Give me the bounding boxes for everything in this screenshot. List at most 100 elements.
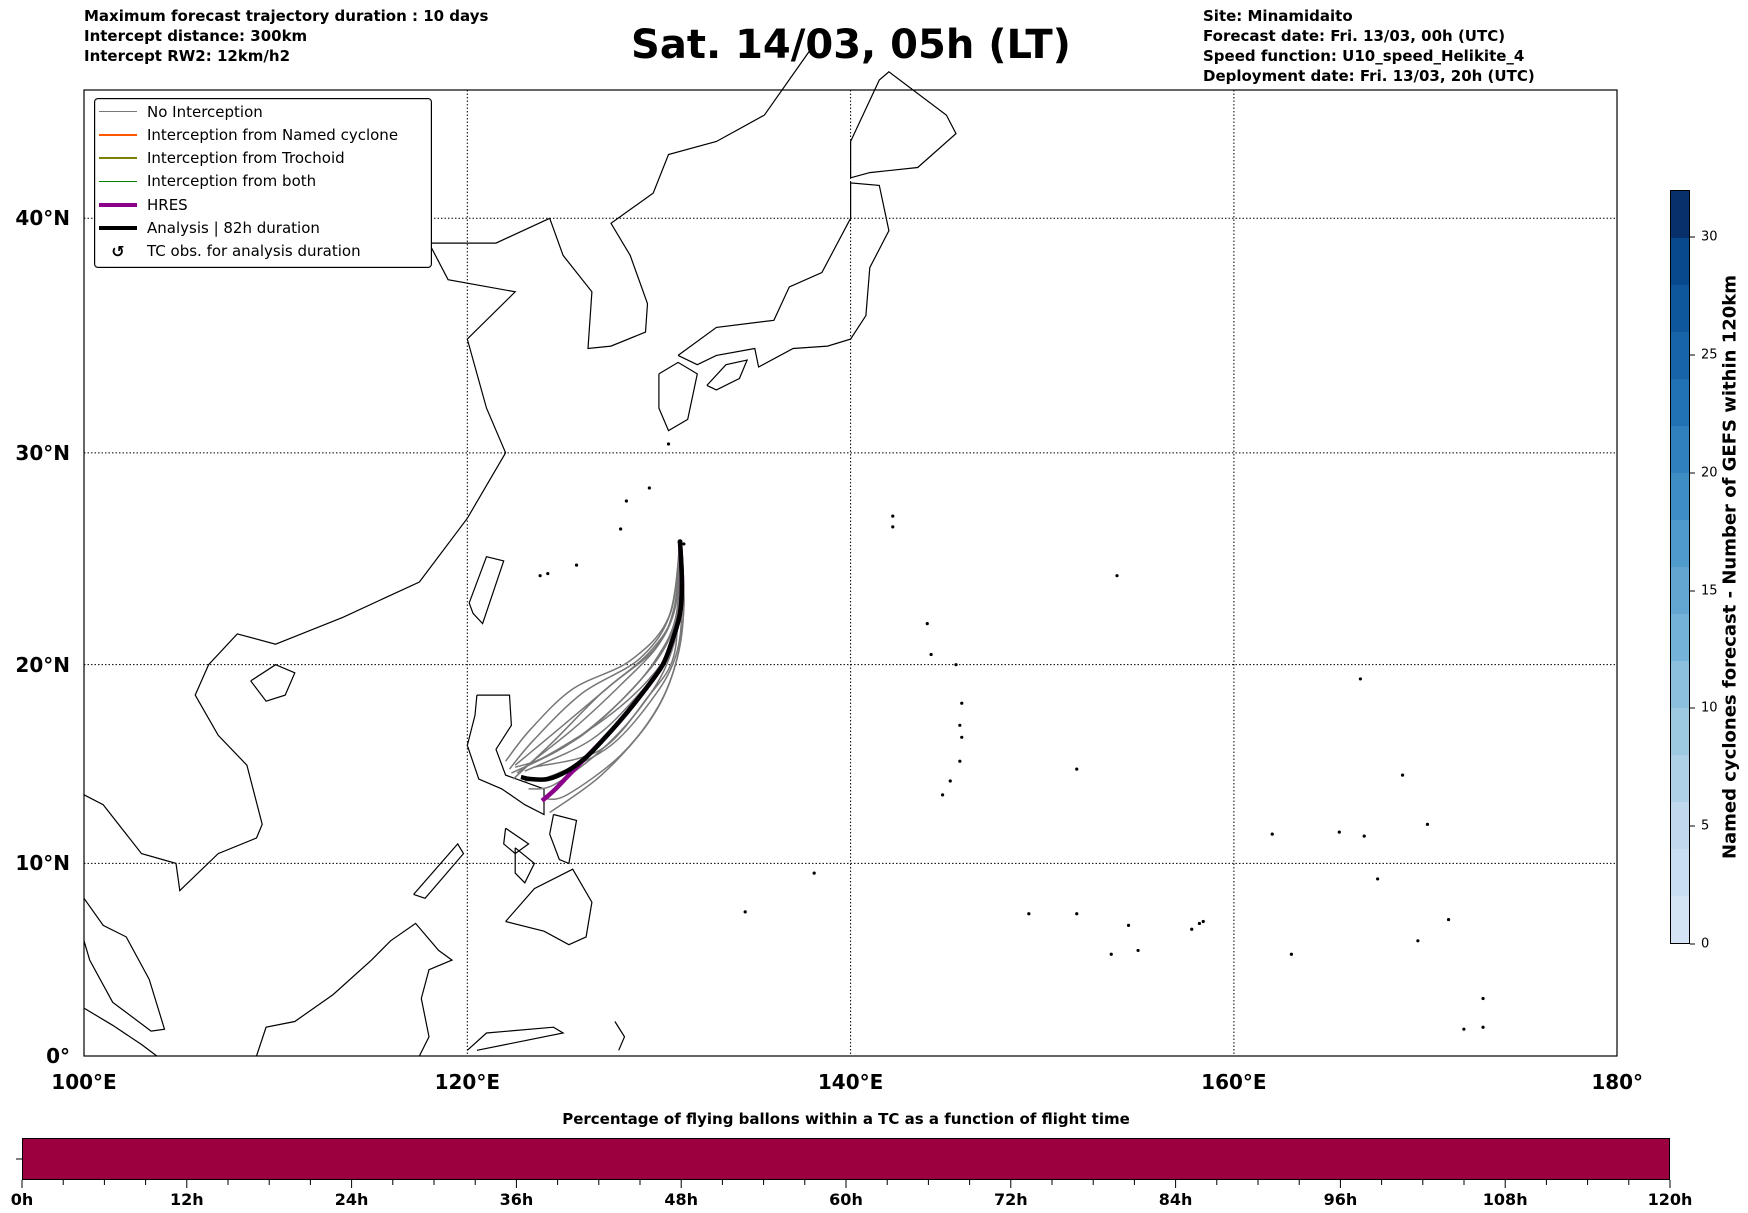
coastline bbox=[549, 46, 813, 350]
page-title: Sat. 14/03, 05h (LT) bbox=[631, 22, 1071, 68]
timeline-label: 84h bbox=[1158, 1190, 1193, 1209]
tick-mark bbox=[1690, 590, 1695, 592]
colorbar-bin bbox=[1671, 614, 1689, 661]
colorbar-tick-label: 15 bbox=[1701, 583, 1718, 599]
colorbar-bin bbox=[1671, 332, 1689, 379]
timeline-label: 12h bbox=[169, 1190, 204, 1209]
timeline-label: 120h bbox=[1647, 1190, 1693, 1209]
colorbar-tick-label: 10 bbox=[1701, 700, 1718, 716]
island bbox=[1126, 923, 1131, 927]
island bbox=[624, 499, 628, 503]
coastline bbox=[83, 217, 550, 892]
map-frame bbox=[83, 89, 1618, 1057]
legend-label: No Interception bbox=[147, 102, 263, 121]
timeline-label: 24h bbox=[334, 1190, 369, 1209]
colorbar-bin bbox=[1671, 426, 1689, 473]
coastline bbox=[83, 1007, 158, 1057]
island bbox=[1201, 919, 1205, 924]
island bbox=[574, 563, 579, 567]
timeline-label: 96h bbox=[1323, 1190, 1358, 1209]
intercept-rw2-text: Intercept RW2: 12km/h2 bbox=[84, 47, 291, 65]
island bbox=[960, 735, 964, 739]
colorbar-bin bbox=[1671, 285, 1689, 332]
colorbar-tick-label: 20 bbox=[1701, 465, 1718, 481]
colorbar-bin bbox=[1671, 755, 1689, 802]
coastline bbox=[677, 182, 890, 368]
coastlines bbox=[83, 46, 1485, 1057]
island bbox=[1400, 773, 1405, 777]
colorbar-tick-label: 30 bbox=[1701, 229, 1718, 245]
legend: No Interception Interception from Named c… bbox=[94, 98, 432, 268]
colorbar-bin bbox=[1671, 567, 1689, 614]
ensemble-track bbox=[508, 541, 681, 770]
legend-line-swatch bbox=[99, 226, 137, 230]
analysis-track bbox=[520, 541, 685, 782]
ensemble-track bbox=[516, 541, 681, 774]
island bbox=[1416, 939, 1420, 943]
coastline bbox=[503, 827, 530, 855]
island bbox=[666, 442, 671, 446]
colorbar-bin bbox=[1671, 661, 1689, 708]
legend-line-swatch bbox=[99, 157, 137, 159]
legend-item: HRES bbox=[95, 193, 188, 216]
coastline bbox=[706, 359, 749, 391]
legend-label: Interception from Named cyclone bbox=[147, 125, 399, 144]
timeline-label: 72h bbox=[993, 1190, 1028, 1209]
timeline-label: 60h bbox=[829, 1190, 863, 1209]
colorbar-bin bbox=[1671, 708, 1689, 755]
timeline-label: 108h bbox=[1482, 1190, 1528, 1209]
colorbar-bin bbox=[1671, 473, 1689, 520]
colorbar-bin bbox=[1671, 191, 1689, 238]
island bbox=[1109, 952, 1113, 956]
legend-item: Interception from Trochoid bbox=[95, 147, 345, 170]
coastline bbox=[413, 842, 465, 899]
colorbar-tick: 5 bbox=[1690, 819, 1709, 834]
site-text: Site: Minamidaito bbox=[1203, 7, 1353, 25]
gridlines bbox=[84, 90, 1617, 1056]
island bbox=[940, 793, 945, 797]
legend-label: TC obs. for analysis duration bbox=[147, 242, 361, 261]
colorbar-bin bbox=[1671, 238, 1689, 285]
lat-label: 20°N bbox=[15, 652, 70, 677]
legend-line-swatch bbox=[99, 110, 137, 113]
island bbox=[647, 486, 651, 490]
intercept-distance-text: Intercept distance: 300km bbox=[84, 27, 308, 45]
coastline bbox=[514, 847, 536, 884]
island bbox=[925, 622, 929, 626]
legend-label: HRES bbox=[147, 195, 188, 214]
ensemble-track bbox=[512, 541, 681, 780]
ensemble-track bbox=[511, 541, 681, 774]
tick-mark bbox=[1690, 943, 1695, 945]
island bbox=[812, 871, 816, 875]
island bbox=[1075, 912, 1079, 916]
speed-function-text: Speed function: U10_speed_Helikite_4 bbox=[1203, 47, 1525, 65]
island bbox=[1358, 677, 1362, 681]
header-left: Maximum forecast trajectory duration : 1… bbox=[84, 6, 488, 66]
coastline bbox=[250, 664, 296, 702]
island bbox=[1425, 822, 1430, 826]
tick-mark bbox=[1690, 472, 1695, 474]
colorbar-tick: 30 bbox=[1690, 230, 1718, 245]
legend-item: Interception from both bbox=[95, 170, 316, 193]
island bbox=[1446, 917, 1451, 922]
island bbox=[891, 514, 895, 518]
colorbar-label: Named cyclones forecast - Number of GEFS… bbox=[1719, 274, 1741, 860]
coastline bbox=[549, 813, 578, 865]
colorbar-tick: 25 bbox=[1690, 347, 1718, 362]
coastline bbox=[466, 1026, 565, 1051]
island bbox=[1289, 952, 1293, 956]
tc-obs-marker-icon: ↺ bbox=[111, 241, 125, 261]
island bbox=[891, 525, 895, 529]
colorbar-tick: 10 bbox=[1690, 701, 1718, 716]
island bbox=[1362, 834, 1366, 838]
island bbox=[1270, 832, 1274, 836]
deployment-date-text: Deployment date: Fri. 13/03, 20h (UTC) bbox=[1203, 67, 1535, 85]
trajectories bbox=[505, 539, 685, 814]
lat-label: 0° bbox=[46, 1044, 70, 1068]
legend-item: Interception from Named cyclone bbox=[95, 123, 398, 146]
colorbar-bin bbox=[1671, 520, 1689, 567]
island bbox=[1027, 912, 1031, 916]
legend-label: Analysis | 82h duration bbox=[147, 219, 320, 237]
legend-line-swatch bbox=[99, 202, 137, 207]
